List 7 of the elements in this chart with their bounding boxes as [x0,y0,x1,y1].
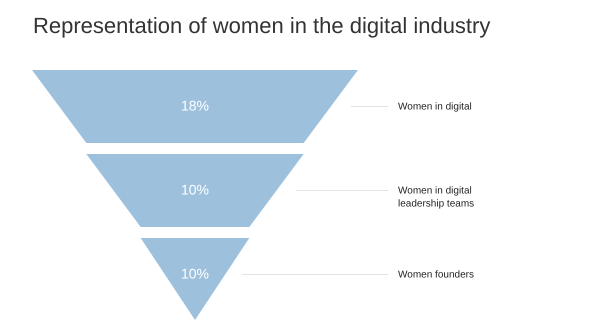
category-label: Women in digital [398,102,472,112]
category-label: Women in digital leadership teams [398,186,474,210]
text: Representation of women in the digital industry [33,13,490,38]
data-label: 10% [180,266,210,282]
data-label: 18% [180,98,210,114]
category-label: Women founders [398,270,474,280]
data-label: 10% [180,182,210,198]
